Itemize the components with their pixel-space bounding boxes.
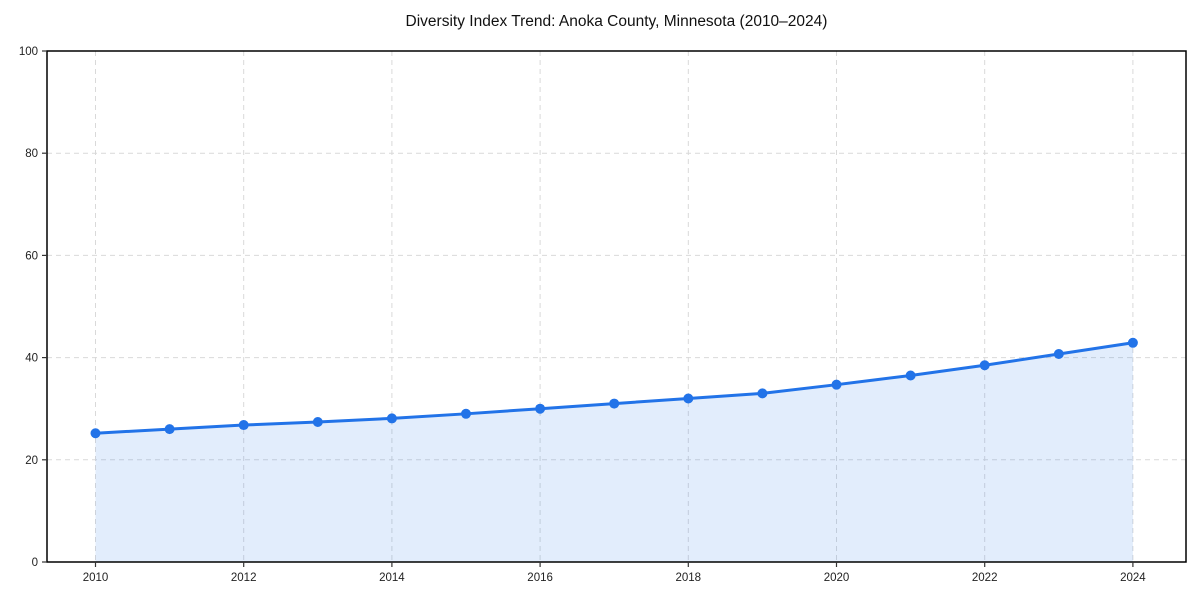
data-point bbox=[164, 424, 175, 435]
data-point bbox=[90, 428, 101, 439]
data-point bbox=[683, 393, 694, 404]
y-tick-label: 80 bbox=[25, 148, 38, 160]
x-tick-label: 2018 bbox=[676, 572, 702, 584]
data-point bbox=[312, 416, 323, 427]
y-tick-label: 0 bbox=[32, 557, 38, 569]
data-point bbox=[1127, 337, 1138, 348]
plot-border bbox=[46, 50, 1187, 563]
data-point bbox=[461, 408, 471, 419]
area-fill bbox=[95, 342, 1133, 562]
data-point bbox=[905, 370, 916, 381]
y-tick-label: 60 bbox=[25, 250, 38, 262]
data-point bbox=[831, 379, 842, 390]
data-point bbox=[535, 403, 546, 414]
y-tick-label: 100 bbox=[19, 46, 38, 58]
data-point bbox=[757, 388, 768, 399]
data-point bbox=[1053, 349, 1064, 360]
y-tick-label: 40 bbox=[25, 353, 38, 365]
data-point bbox=[609, 398, 620, 409]
x-tick-label: 2024 bbox=[1120, 572, 1146, 584]
x-tick-label: 2012 bbox=[231, 572, 257, 584]
x-tick-label: 2014 bbox=[379, 572, 405, 584]
data-point bbox=[238, 420, 249, 431]
x-tick-label: 2016 bbox=[527, 572, 553, 584]
y-tick-label: 20 bbox=[25, 455, 38, 467]
x-tick-label: 2010 bbox=[83, 572, 109, 584]
x-tick-label: 2022 bbox=[972, 572, 998, 584]
x-tick-label: 2020 bbox=[824, 572, 850, 584]
chart-title: Diversity Index Trend: Anoka County, Min… bbox=[405, 13, 828, 30]
data-point bbox=[979, 360, 990, 371]
data-point bbox=[386, 413, 397, 424]
